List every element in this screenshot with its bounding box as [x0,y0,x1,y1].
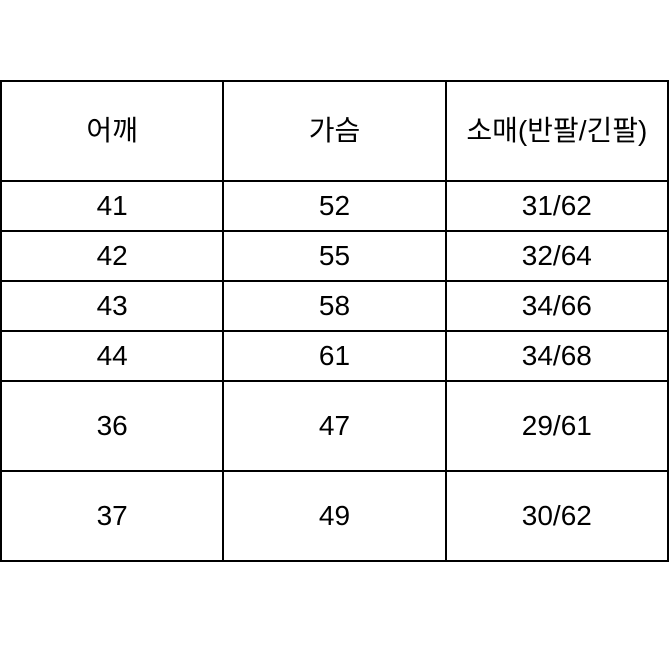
cell-shoulder: 43 [1,281,223,331]
size-table: 어깨 가슴 소매(반팔/긴팔) 41 52 31/62 42 55 32/64 … [0,80,669,562]
cell-sleeve: 30/62 [446,471,668,561]
table-row: 41 52 31/62 [1,181,668,231]
table-row: 44 61 34/68 [1,331,668,381]
cell-shoulder: 41 [1,181,223,231]
cell-chest: 49 [223,471,445,561]
cell-sleeve: 32/64 [446,231,668,281]
cell-chest: 61 [223,331,445,381]
cell-sleeve: 34/68 [446,331,668,381]
cell-chest: 47 [223,381,445,471]
cell-sleeve: 34/66 [446,281,668,331]
col-header-chest: 가슴 [223,81,445,181]
cell-chest: 58 [223,281,445,331]
cell-shoulder: 36 [1,381,223,471]
table-row: 43 58 34/66 [1,281,668,331]
cell-sleeve: 31/62 [446,181,668,231]
cell-chest: 52 [223,181,445,231]
cell-chest: 55 [223,231,445,281]
col-header-shoulder: 어깨 [1,81,223,181]
table-row: 36 47 29/61 [1,381,668,471]
table-row: 37 49 30/62 [1,471,668,561]
table-row: 42 55 32/64 [1,231,668,281]
cell-shoulder: 42 [1,231,223,281]
cell-sleeve: 29/61 [446,381,668,471]
cell-shoulder: 37 [1,471,223,561]
table-header-row: 어깨 가슴 소매(반팔/긴팔) [1,81,668,181]
cell-shoulder: 44 [1,331,223,381]
col-header-sleeve: 소매(반팔/긴팔) [446,81,668,181]
